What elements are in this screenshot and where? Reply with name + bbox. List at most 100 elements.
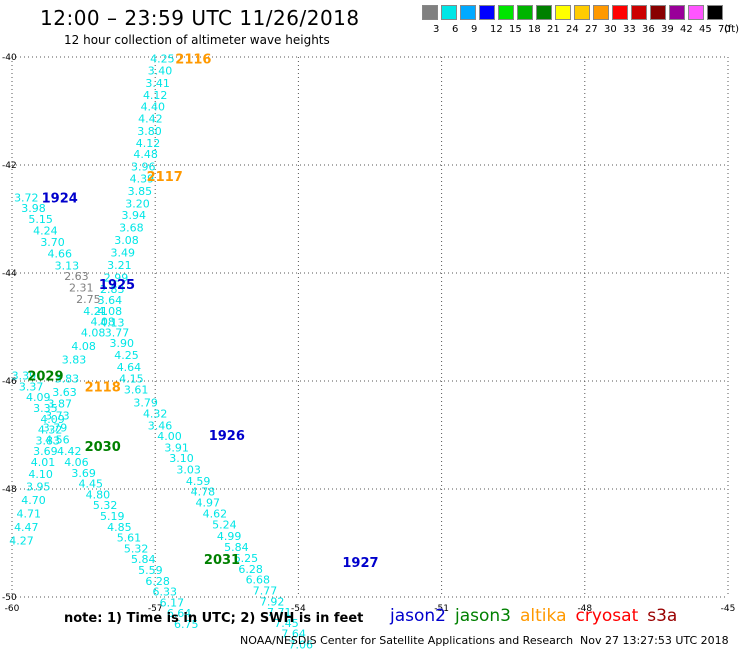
colorbar-unit: (ft) [724, 24, 740, 35]
swh-value: 3.90 [110, 337, 135, 350]
swh-value: 4.40 [141, 101, 166, 114]
chart-title: 12:00 – 23:59 UTC 11/26/2018 [40, 6, 360, 30]
swh-value: 3.83 [62, 353, 87, 366]
swh-value: 4.08 [90, 316, 115, 329]
swh-value: 3.08 [114, 234, 139, 247]
swh-value: 6.28 [145, 575, 170, 588]
swh-value: 3.98 [21, 202, 46, 215]
chart-subtitle: 12 hour collection of altimeter wave hei… [64, 33, 330, 47]
swh-value: 3.63 [52, 386, 77, 399]
swh-value: 5.61 [117, 532, 142, 545]
colorbar-label: 9 [471, 24, 478, 35]
colorbar-label: 12 [490, 24, 503, 35]
swh-value: 3.69 [71, 467, 96, 480]
track-label: 1924 [42, 191, 78, 206]
swh-value: 7.71 [267, 606, 292, 619]
swh-value: 4.00 [157, 430, 182, 443]
swh-value: 5.84 [131, 553, 156, 566]
colorbar-label: 36 [642, 24, 655, 35]
swh-value: 4.66 [47, 248, 72, 261]
swh-value: 7.92 [260, 595, 285, 608]
credit-line: NOAA/NESDIS Center for Satellite Applica… [240, 634, 574, 647]
swh-value: 6.33 [152, 586, 177, 599]
colorbar-label: 3 [433, 24, 440, 35]
track-label: 1927 [342, 556, 378, 571]
swh-value: 4.48 [133, 148, 158, 161]
swh-value: 7.64 [281, 628, 306, 641]
swh-value: 5.84 [224, 541, 249, 554]
swh-value: 3.40 [148, 65, 173, 78]
colorbar-label: 21 [547, 24, 560, 35]
swh-value: 4.09 [40, 413, 65, 426]
satellite-legend: jason2 jason3 altika cryosat s3a [390, 606, 686, 626]
swh-value: 6.68 [246, 574, 271, 587]
swh-value: 4.12 [143, 89, 168, 102]
colorbar-swatch [517, 5, 533, 20]
swh-value: 4.24 [33, 224, 58, 237]
x-tick-label: -57 [148, 604, 163, 614]
y-tick-label: -40 [2, 53, 17, 63]
y-tick-label: -44 [2, 269, 17, 279]
swh-value: 3.21 [107, 259, 132, 272]
colorbar-swatch [479, 5, 495, 20]
colorbar-swatch [707, 5, 723, 20]
colorbar-label: 45 [699, 24, 712, 35]
legend-s3a: s3a [647, 606, 678, 626]
colorbar-swatch [422, 5, 438, 20]
colorbar-swatch [593, 5, 609, 20]
swh-value: 4.32 [38, 424, 63, 437]
swh-value: 4.56 [45, 433, 70, 446]
colorbar-swatch [498, 5, 514, 20]
swh-value: 4.97 [195, 497, 220, 510]
y-tick-label: -46 [2, 377, 17, 387]
legend-jason2: jason2 [390, 606, 446, 626]
colorbar-swatch [612, 5, 628, 20]
track-label: 2116 [175, 53, 211, 68]
swh-value: 3.70 [40, 236, 65, 249]
x-tick-label: -51 [434, 604, 449, 614]
swh-value: 2.63 [64, 270, 89, 283]
swh-value: 5.32 [124, 542, 149, 555]
colorbar-swatch [669, 5, 685, 20]
y-tick-label: -50 [2, 593, 17, 603]
swh-value: 3.94 [121, 209, 146, 222]
swh-value: 3.37 [19, 380, 44, 393]
x-tick-label: -54 [291, 604, 306, 614]
swh-value: 6.75 [174, 618, 199, 631]
colorbar-swatch [631, 5, 647, 20]
swh-value: 4.62 [203, 507, 228, 520]
legend-jason3: jason3 [455, 606, 511, 626]
swh-value: 3.80 [137, 125, 162, 138]
colorbar-label: 39 [661, 24, 674, 35]
colorbar-label: 6 [452, 24, 459, 35]
swh-value: 3.68 [119, 222, 144, 235]
swh-value: 7.77 [253, 585, 278, 598]
footer-note: note: 1) Time is in UTC; 2) SWH is in fe… [64, 611, 364, 626]
swh-value: 4.78 [191, 486, 216, 499]
swh-value: 3.96 [131, 161, 156, 174]
colorbar-swatch [650, 5, 666, 20]
swh-value: 3.85 [128, 185, 153, 198]
colorbar-swatch [574, 5, 590, 20]
swh-value: 4.47 [14, 521, 39, 534]
colorbar-swatch [555, 5, 571, 20]
swh-value: 3.10 [169, 452, 194, 465]
swh-value: 2.75 [76, 293, 101, 306]
swh-value: 3.46 [148, 419, 173, 432]
swh-value: 3.77 [105, 326, 130, 339]
swh-value: 4.59 [186, 475, 211, 488]
swh-value: 3.72 [14, 191, 39, 204]
x-tick-label: -48 [577, 604, 592, 614]
swh-value: 4.71 [16, 507, 41, 520]
swh-value: 4.06 [64, 456, 89, 469]
swh-value: 6.28 [238, 563, 263, 576]
swh-value: 5.19 [100, 510, 125, 523]
swh-value: 2.83 [100, 283, 125, 296]
swh-value: 3.35 [33, 402, 58, 415]
swh-value: 6.25 [234, 552, 259, 565]
colorbar-label: 42 [680, 24, 693, 35]
colorbar-label: 15 [509, 24, 522, 35]
swh-value: 4.08 [98, 305, 123, 318]
swh-value: 4.08 [81, 326, 106, 339]
